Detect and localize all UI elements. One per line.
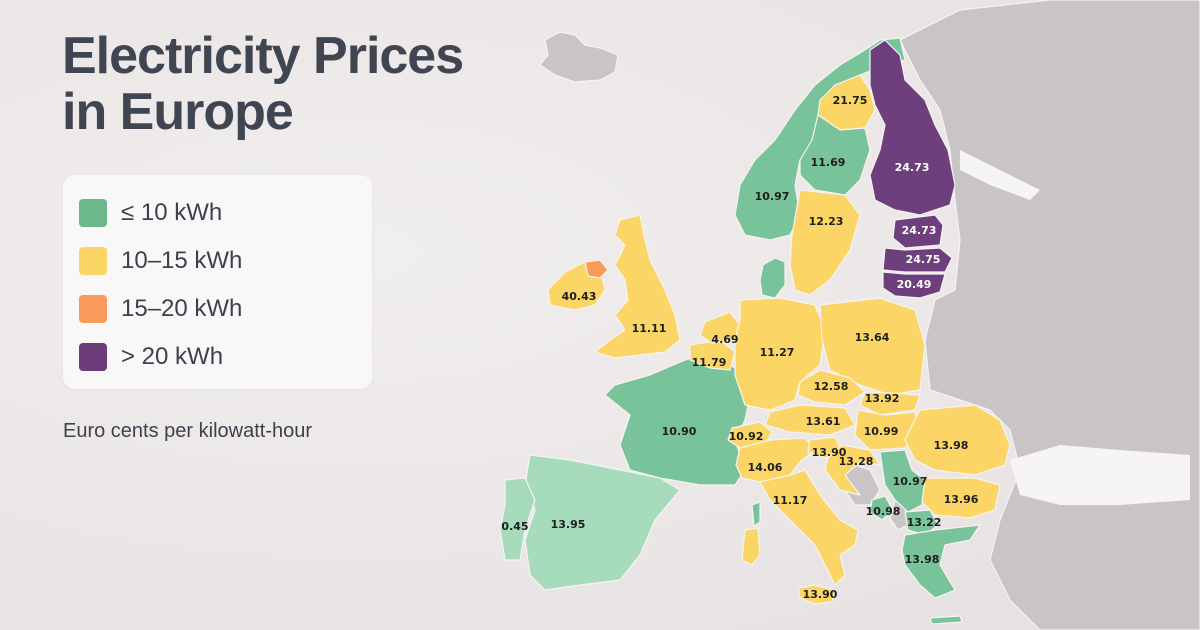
label-sweden-south: 12.23 [809,215,844,228]
label-hungary: 10.99 [864,425,899,438]
label-sweden-central: 11.69 [811,156,846,169]
region-sweden-south [789,189,861,296]
legend-swatch-green [79,199,107,227]
legend-item-gt20: > 20 kWh [79,333,356,381]
map-labels: 10.97 21.75 11.69 12.23 24.73 24.73 24.7… [501,94,978,601]
region-croatia [824,444,881,496]
label-lithuania: 20.49 [897,278,932,291]
region-uk [594,214,681,359]
legend-item-le10: ≤ 10 kWh [79,189,356,237]
label-ireland: 40.43 [562,290,597,303]
label-estonia: 24.73 [902,224,937,237]
legend-label: > 20 kWh [121,343,224,370]
label-romania: 13.98 [934,439,969,452]
label-portugal: 0.45 [501,520,528,533]
region-estonia [892,214,944,249]
legend-label: ≤ 10 kWh [121,199,223,226]
legend-label: 10–15 kWh [121,247,243,274]
region-crete [929,615,963,625]
legend-swatch-orange [79,295,107,323]
region-sardinia [741,527,761,566]
region-poland [819,297,926,396]
region-romania [904,404,1011,476]
region-lithuania [882,271,946,299]
page-title: Electricity Prices in Europe [62,27,464,141]
seas [960,150,1190,505]
label-poland: 13.64 [855,331,890,344]
region-sicily [797,584,836,605]
label-slovenia: 13.90 [812,446,847,459]
black-sea [1010,445,1190,505]
region-serbia [879,449,926,513]
region-denmark [759,257,786,299]
region-northern-ireland [584,259,609,279]
legend: ≤ 10 kWh 10–15 kWh 15–20 kWh > 20 kWh [63,175,372,389]
label-north-macedonia: 13.22 [907,516,942,529]
label-finland: 24.73 [895,161,930,174]
region-austria [764,404,856,436]
label-switzerland: 10.92 [729,430,764,443]
region-montenegro [869,495,894,521]
label-norway: 10.97 [755,190,790,203]
region-bulgaria [921,477,1001,519]
region-germany [734,297,826,411]
label-netherlands: 4.69 [711,333,738,346]
label-italy-north: 14.06 [748,461,783,474]
region-italy-central [759,469,859,586]
legend-label: 15–20 kWh [121,295,243,322]
label-montenegro: 10.98 [866,505,901,518]
region-latvia [882,247,953,273]
region-norway [734,37,906,241]
region-italy-north [735,437,816,483]
region-france [604,351,751,486]
label-czechia: 12.58 [814,380,849,393]
label-bulgaria: 13.96 [944,493,979,506]
region-czechia [797,369,866,406]
label-uk: 11.11 [632,322,667,335]
white-sea [960,150,1040,200]
region-greece [901,524,981,599]
label-austria: 13.61 [806,415,841,428]
label-belgium: 11.79 [692,356,727,369]
label-slovakia: 13.92 [865,392,900,405]
region-slovakia [859,391,921,416]
region-corsica [751,501,761,527]
region-spain [524,454,681,591]
label-croatia: 13.28 [839,455,874,468]
label-greece: 13.98 [905,553,940,566]
label-sicily: 13.90 [803,588,838,601]
region-finland [869,39,956,216]
label-serbia: 10.97 [893,475,928,488]
label-germany: 11.27 [760,346,795,359]
label-france: 10.90 [662,425,697,438]
title-line-1: Electricity Prices [62,27,464,85]
legend-item-10-15: 10–15 kWh [79,237,356,285]
legend-swatch-purple [79,343,107,371]
label-italy-central: 11.17 [773,494,808,507]
unit-subtitle: Euro cents per kilowatt-hour [63,420,313,442]
label-latvia: 24.75 [906,253,941,266]
legend-swatch-yellow [79,247,107,275]
label-sweden-north: 21.75 [833,94,868,107]
region-portugal [499,477,536,561]
title-line-2: in Europe [62,83,294,141]
legend-item-15-20: 15–20 kWh [79,285,356,333]
iceland-shape [539,31,619,83]
label-spain: 13.95 [551,518,586,531]
